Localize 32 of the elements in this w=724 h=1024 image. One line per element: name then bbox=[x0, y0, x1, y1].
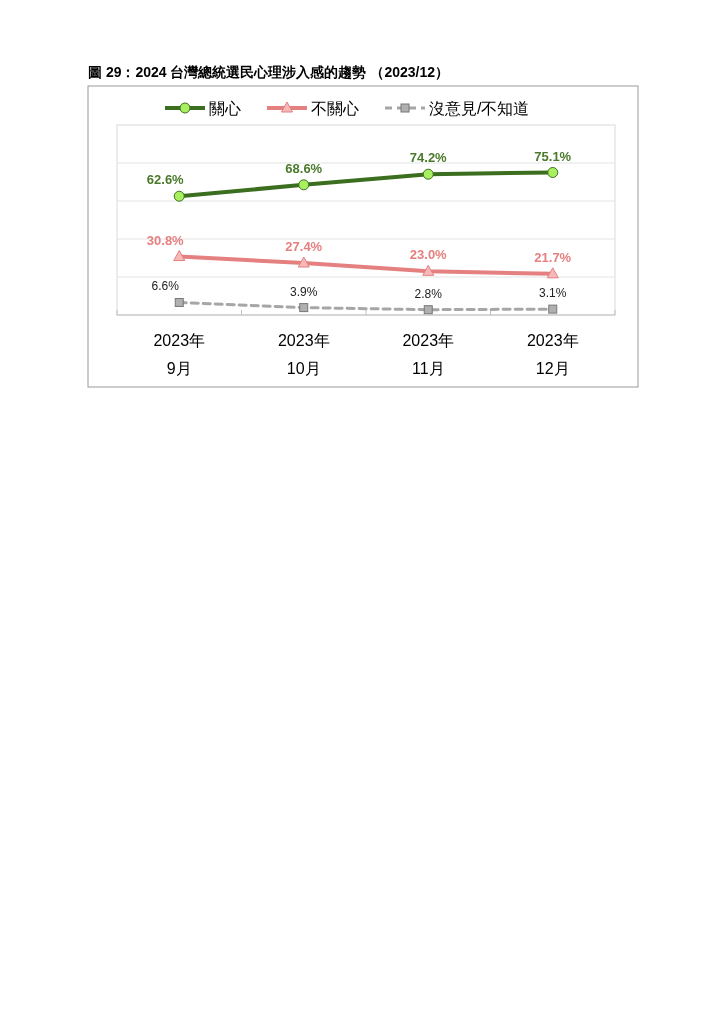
data-label: 2.8% bbox=[414, 286, 443, 301]
x-tick-label: 2023年 9月 bbox=[153, 332, 206, 377]
data-label: 75.1% bbox=[534, 148, 572, 164]
data-label: 21.7% bbox=[534, 249, 572, 265]
chart-title: 圖 29：2024 台灣總統選民心理涉入感的趨勢 （2023/12） bbox=[88, 64, 449, 80]
point bbox=[298, 179, 310, 191]
point bbox=[423, 305, 433, 315]
point bbox=[173, 250, 186, 262]
x-tick-label: 2023年 11月 bbox=[402, 332, 455, 377]
data-label: 74.2% bbox=[409, 150, 448, 166]
data-label: 23.0% bbox=[409, 247, 448, 263]
point bbox=[173, 190, 185, 202]
x-tick-label: 2023年 10月 bbox=[277, 332, 330, 377]
point bbox=[548, 304, 558, 314]
point bbox=[422, 168, 434, 180]
legend-label: 不關心 bbox=[311, 100, 359, 117]
data-label: 6.6% bbox=[151, 279, 180, 294]
x-tick-label: 2023年 12月 bbox=[526, 332, 579, 377]
point bbox=[174, 297, 184, 307]
point bbox=[546, 267, 559, 279]
data-label: 27.4% bbox=[285, 239, 323, 255]
legend-label: 關心 bbox=[209, 100, 241, 117]
point bbox=[297, 256, 310, 268]
data-label: 3.1% bbox=[539, 286, 567, 301]
point bbox=[422, 264, 435, 276]
data-label: 68.6% bbox=[285, 160, 323, 176]
point bbox=[547, 167, 559, 178]
point bbox=[299, 303, 309, 313]
data-label: 62.6% bbox=[146, 172, 185, 188]
data-label: 30.8% bbox=[146, 232, 185, 248]
data-label: 3.9% bbox=[290, 284, 318, 299]
legend-label: 沒意見/不知道 bbox=[429, 100, 530, 117]
